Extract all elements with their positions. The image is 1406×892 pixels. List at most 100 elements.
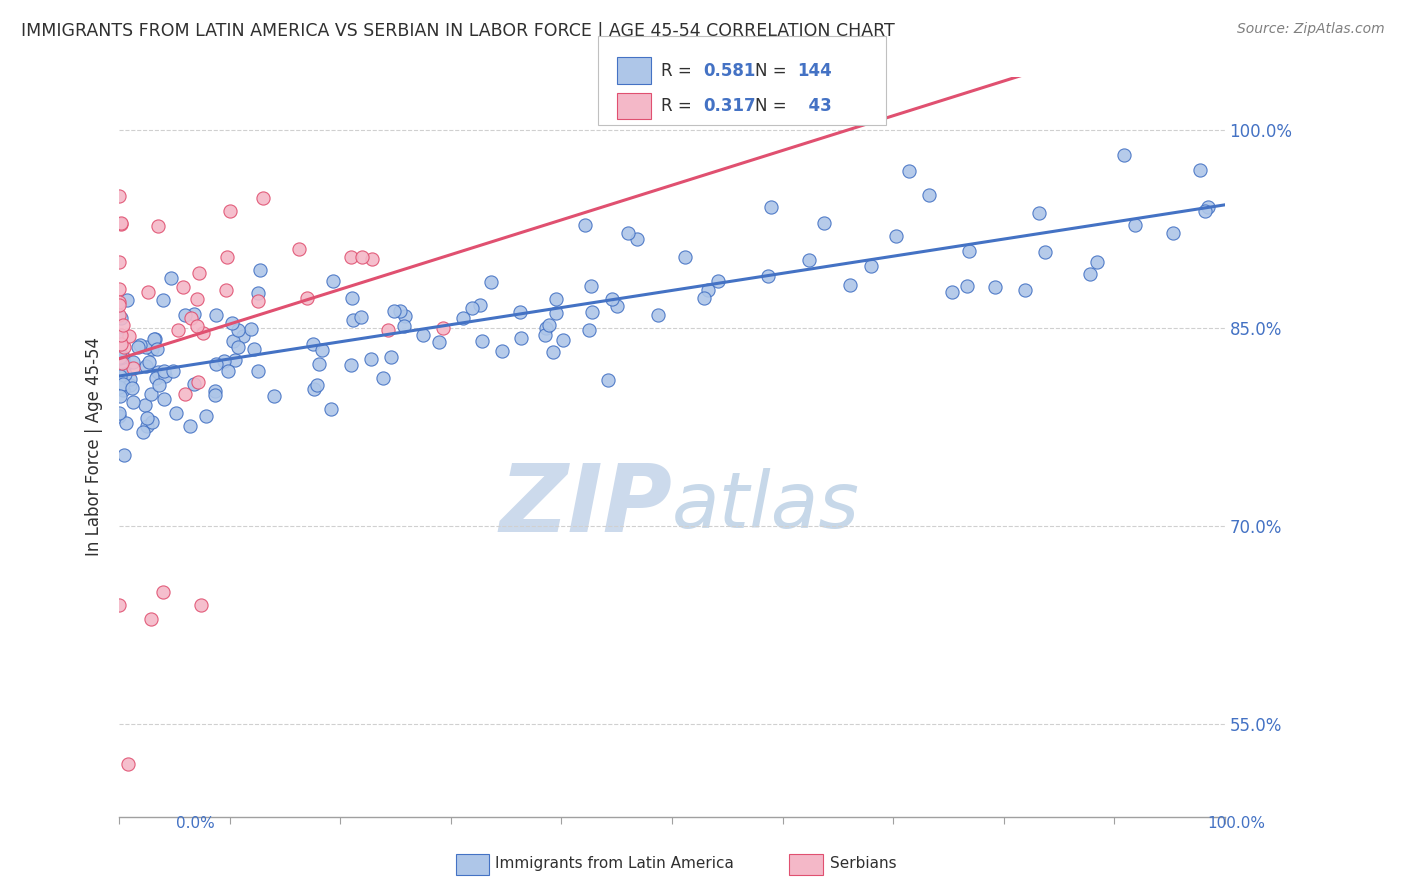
Point — [761, 200, 783, 214]
Point — [186, 375, 208, 389]
Point — [148, 365, 170, 379]
Point — [146, 219, 169, 234]
Point — [110, 327, 132, 342]
Point — [392, 318, 415, 333]
Text: 0.0%: 0.0% — [176, 816, 215, 831]
Point — [451, 311, 474, 326]
Text: 100.0%: 100.0% — [1208, 816, 1265, 831]
Point — [697, 283, 720, 297]
Point — [139, 387, 162, 401]
Point — [427, 334, 450, 349]
Point — [218, 204, 240, 219]
Point — [412, 327, 434, 342]
Point — [839, 278, 862, 293]
Point — [240, 322, 263, 336]
Point — [118, 371, 141, 385]
Point — [114, 358, 136, 372]
Text: R =: R = — [661, 97, 697, 115]
Point — [360, 352, 382, 367]
Point — [957, 244, 980, 259]
Point — [859, 259, 882, 273]
Point — [135, 340, 157, 354]
Point — [108, 407, 131, 421]
Point — [148, 378, 170, 392]
Text: N =: N = — [755, 97, 792, 115]
Point — [110, 351, 132, 366]
Point — [205, 308, 228, 322]
Point — [204, 357, 226, 371]
Point — [112, 340, 135, 354]
Point — [432, 320, 454, 334]
Point — [758, 268, 780, 283]
Point — [226, 323, 249, 337]
Point — [108, 332, 131, 346]
Point — [212, 353, 235, 368]
Point — [179, 419, 201, 434]
Point — [647, 309, 669, 323]
Point — [195, 409, 218, 423]
Point — [544, 292, 567, 306]
Text: ZIP: ZIP — [499, 460, 672, 552]
Point — [673, 250, 696, 264]
Point — [115, 293, 138, 308]
Point — [108, 389, 131, 403]
Point — [491, 343, 513, 358]
Point — [232, 329, 254, 343]
Point — [322, 275, 344, 289]
Point — [361, 252, 384, 266]
Point — [153, 368, 176, 383]
Text: 0.581: 0.581 — [703, 62, 755, 79]
Point — [108, 409, 131, 423]
Point — [1189, 162, 1212, 177]
Point — [471, 334, 494, 348]
Point — [141, 415, 163, 429]
Point — [193, 326, 215, 341]
Point — [295, 291, 318, 305]
Text: Source: ZipAtlas.com: Source: ZipAtlas.com — [1237, 22, 1385, 37]
Point — [389, 304, 412, 318]
Text: 43: 43 — [797, 97, 832, 115]
Point — [509, 304, 531, 318]
Point — [136, 411, 159, 425]
Point — [112, 350, 135, 364]
Point — [141, 611, 163, 625]
Point — [574, 218, 596, 232]
Point — [121, 381, 143, 395]
Point — [174, 387, 197, 401]
Point — [301, 337, 323, 351]
Point — [110, 311, 132, 326]
Point — [308, 357, 330, 371]
Point — [217, 364, 239, 378]
Point — [183, 377, 205, 392]
Point — [110, 337, 132, 351]
Point — [544, 306, 567, 320]
Point — [180, 311, 202, 326]
Point — [302, 383, 325, 397]
Point — [145, 333, 167, 347]
Point — [132, 425, 155, 440]
Point — [188, 266, 211, 280]
Point — [114, 367, 136, 381]
Point — [111, 356, 134, 370]
Point — [111, 318, 134, 332]
Point — [339, 358, 361, 372]
Point — [606, 299, 628, 313]
Point — [204, 388, 226, 402]
Point — [1112, 148, 1135, 162]
Point — [918, 188, 941, 202]
Point — [111, 383, 134, 397]
Point — [956, 279, 979, 293]
Point — [246, 285, 269, 300]
Point — [1078, 267, 1101, 281]
Point — [143, 332, 166, 346]
Point — [120, 377, 142, 392]
Point — [153, 364, 176, 378]
Point — [166, 323, 188, 337]
Point — [215, 284, 238, 298]
Point — [108, 298, 131, 312]
Point — [110, 216, 132, 230]
Point — [224, 353, 246, 368]
Point — [600, 292, 623, 306]
Point — [342, 313, 364, 327]
Point — [129, 338, 152, 352]
